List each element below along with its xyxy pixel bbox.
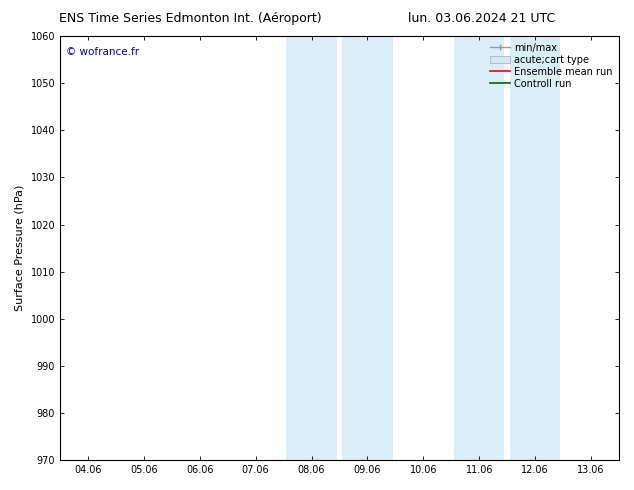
Text: ENS Time Series Edmonton Int. (Aéroport): ENS Time Series Edmonton Int. (Aéroport) bbox=[59, 12, 321, 25]
Bar bbox=[342, 36, 392, 460]
Y-axis label: Surface Pressure (hPa): Surface Pressure (hPa) bbox=[15, 185, 25, 311]
Bar bbox=[454, 36, 505, 460]
Text: © wofrance.fr: © wofrance.fr bbox=[66, 47, 139, 57]
Legend: min/max, acute;cart type, Ensemble mean run, Controll run: min/max, acute;cart type, Ensemble mean … bbox=[488, 41, 614, 91]
Bar bbox=[510, 36, 560, 460]
Bar bbox=[287, 36, 337, 460]
Text: lun. 03.06.2024 21 UTC: lun. 03.06.2024 21 UTC bbox=[408, 12, 555, 25]
